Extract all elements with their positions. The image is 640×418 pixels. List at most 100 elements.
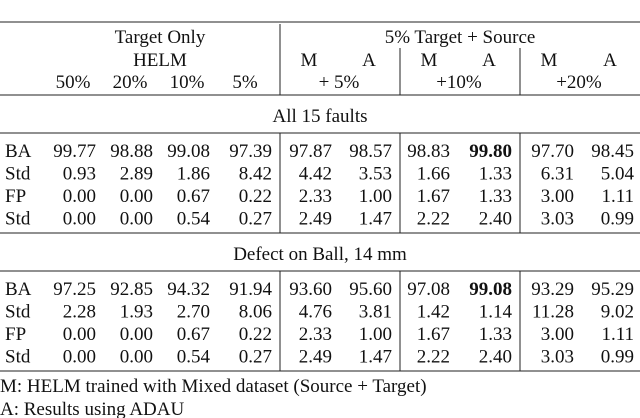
- cell: 4.76: [299, 302, 332, 323]
- cell: 99.80: [469, 141, 512, 162]
- cell: 2.33: [299, 186, 332, 207]
- cell: 0.00: [63, 324, 96, 345]
- cell: 1.67: [417, 186, 450, 207]
- cell: 93.60: [289, 279, 332, 300]
- row-label: Std: [5, 347, 31, 368]
- cell: 0.99: [601, 347, 634, 368]
- row-label: FP: [5, 186, 26, 207]
- cell: 0.00: [120, 347, 153, 368]
- sub-header: A: [482, 50, 496, 71]
- cell: 0.93: [63, 164, 96, 185]
- footnote: A: Results using ADAU: [0, 399, 184, 418]
- cell: 93.29: [531, 279, 574, 300]
- cell: 0.67: [177, 186, 210, 207]
- cell: 98.45: [591, 141, 634, 162]
- cell: 11.28: [532, 302, 574, 323]
- cell: 1.47: [359, 347, 392, 368]
- group-header: 5% Target + Source: [385, 27, 536, 48]
- cell: 97.25: [53, 279, 96, 300]
- cell: 98.57: [349, 141, 392, 162]
- cell: 3.00: [541, 186, 574, 207]
- cell: 0.22: [239, 324, 272, 345]
- cell: 1.67: [417, 324, 450, 345]
- cell: 3.00: [541, 324, 574, 345]
- row-label: BA: [5, 279, 32, 300]
- cell: 95.29: [591, 279, 634, 300]
- cell: 3.53: [359, 164, 392, 185]
- cell: 91.94: [229, 279, 272, 300]
- pct-header: +20%: [556, 72, 602, 93]
- cell: 2.49: [299, 209, 332, 230]
- cell: 97.08: [407, 279, 450, 300]
- section-title: All 15 faults: [273, 106, 368, 127]
- cell: 2.22: [417, 209, 450, 230]
- cell: 0.27: [239, 347, 272, 368]
- cell: 0.00: [120, 324, 153, 345]
- cell: 2.40: [479, 209, 512, 230]
- sub-header: M: [421, 50, 438, 71]
- sub-header: A: [603, 50, 617, 71]
- cell: 1.11: [601, 324, 634, 345]
- cell: 0.99: [601, 209, 634, 230]
- cell: 97.87: [289, 141, 332, 162]
- cell: 99.08: [469, 279, 512, 300]
- cell: 2.70: [177, 302, 210, 323]
- cell: 92.85: [110, 279, 153, 300]
- cell: 1.66: [417, 164, 450, 185]
- cell: 97.39: [229, 141, 272, 162]
- cell: 1.33: [479, 164, 512, 185]
- cell: 0.54: [177, 347, 211, 368]
- cell: 2.89: [120, 164, 153, 185]
- footnote: M: HELM trained with Mixed dataset (Sour…: [0, 376, 427, 397]
- cell: 1.33: [479, 186, 512, 207]
- cell: 1.14: [479, 302, 513, 323]
- method-header: HELM: [133, 50, 187, 71]
- sub-header: M: [301, 50, 318, 71]
- cell: 97.70: [531, 141, 574, 162]
- cell: 1.33: [479, 324, 512, 345]
- cell: 1.86: [177, 164, 210, 185]
- cell: 0.00: [63, 186, 96, 207]
- cell: 99.77: [53, 141, 96, 162]
- cell: 95.60: [349, 279, 392, 300]
- cell: 8.42: [239, 164, 272, 185]
- cell: 3.81: [359, 302, 392, 323]
- row-label: BA: [5, 141, 32, 162]
- cell: 2.22: [417, 347, 450, 368]
- cell: 8.06: [239, 302, 272, 323]
- row-label: Std: [5, 209, 31, 230]
- cell: 3.03: [541, 347, 574, 368]
- row-label: Std: [5, 302, 31, 323]
- cell: 9.02: [601, 302, 634, 323]
- pct-header: 20%: [113, 72, 148, 93]
- pct-header: 10%: [170, 72, 205, 93]
- cell: 0.00: [120, 209, 153, 230]
- cell: 0.00: [63, 347, 96, 368]
- cell: 98.83: [407, 141, 450, 162]
- cell: 94.32: [167, 279, 210, 300]
- section-title: Defect on Ball, 14 mm: [233, 244, 407, 265]
- cell: 1.93: [120, 302, 153, 323]
- cell: 0.00: [120, 186, 153, 207]
- pct-header: +10%: [436, 72, 482, 93]
- group-header: Target Only: [115, 27, 206, 48]
- cell: 6.31: [541, 164, 574, 185]
- cell: 1.42: [417, 302, 450, 323]
- row-label: FP: [5, 324, 26, 345]
- row-label: Std: [5, 164, 31, 185]
- sub-header: A: [362, 50, 376, 71]
- sub-header: M: [541, 50, 558, 71]
- cell: 0.27: [239, 209, 272, 230]
- cell: 0.54: [177, 209, 211, 230]
- cell: 0.67: [177, 324, 210, 345]
- cell: 1.00: [359, 186, 392, 207]
- cell: 1.11: [601, 186, 634, 207]
- cell: 98.88: [110, 141, 153, 162]
- cell: 2.49: [299, 347, 332, 368]
- pct-header: 50%: [56, 72, 91, 93]
- cell: 0.00: [63, 209, 96, 230]
- cell: 2.40: [479, 347, 512, 368]
- cell: 4.42: [299, 164, 332, 185]
- cell: 0.22: [239, 186, 272, 207]
